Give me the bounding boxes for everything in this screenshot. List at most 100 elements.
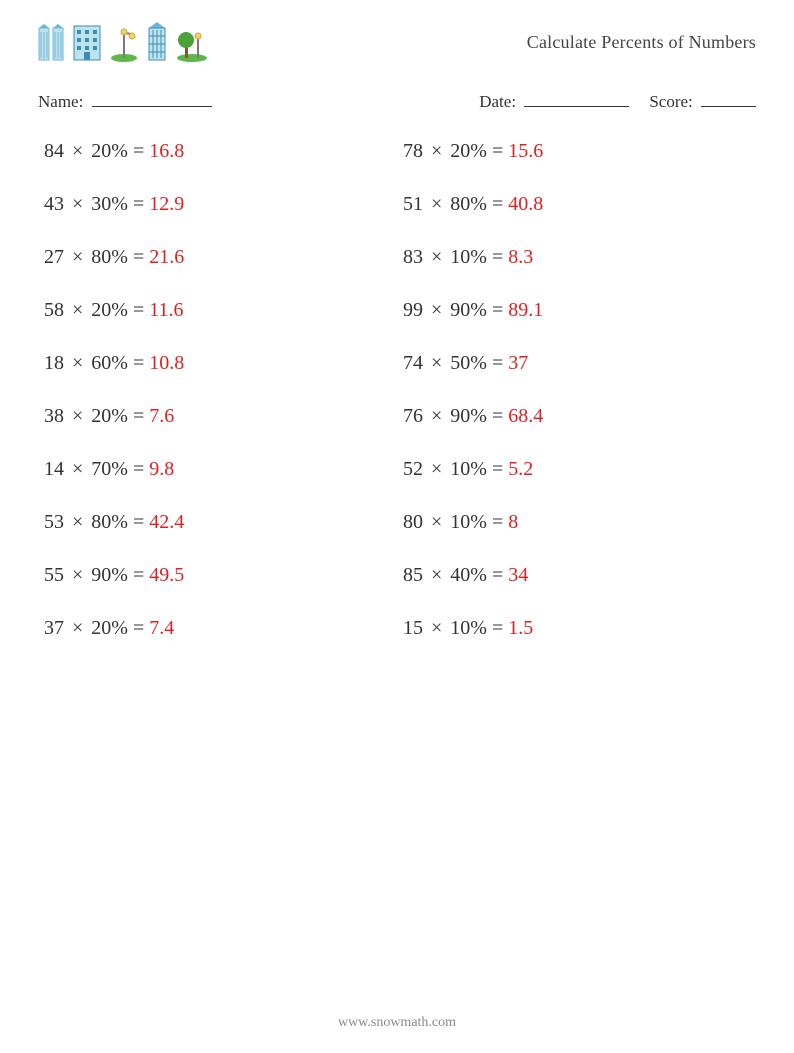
operand-n: 51 (403, 193, 423, 215)
problem-item: 58 × 20% = 11.6 (38, 299, 397, 322)
equals-sign: = (128, 246, 149, 268)
problem-item: 74 × 50% = 37 (397, 352, 756, 375)
times-sign: × (423, 193, 450, 215)
problem-item: 43 × 30% = 12.9 (38, 193, 397, 216)
answer-value: 89.1 (508, 299, 543, 321)
answer-value: 9.8 (149, 458, 174, 480)
operand-percent: 10% (450, 246, 487, 268)
operand-percent: 10% (450, 458, 487, 480)
equals-sign: = (487, 564, 508, 586)
operand-percent: 10% (450, 511, 487, 533)
answer-value: 11.6 (149, 299, 183, 321)
answer-value: 7.6 (149, 405, 174, 427)
tree-icon (176, 24, 208, 62)
date-field: Date: (479, 88, 629, 112)
operand-n: 53 (44, 511, 64, 533)
problem-item: 38 × 20% = 7.6 (38, 405, 397, 428)
problem-item: 55 × 90% = 49.5 (38, 564, 397, 587)
times-sign: × (423, 511, 450, 533)
times-sign: × (423, 299, 450, 321)
answer-value: 5.2 (508, 458, 533, 480)
times-sign: × (64, 511, 91, 533)
times-sign: × (64, 193, 91, 215)
operand-n: 38 (44, 405, 64, 427)
times-sign: × (423, 617, 450, 639)
times-sign: × (64, 352, 91, 374)
operand-percent: 20% (91, 140, 128, 162)
times-sign: × (423, 246, 450, 268)
operand-n: 83 (403, 246, 423, 268)
operand-percent: 90% (450, 405, 487, 427)
operand-percent: 90% (450, 299, 487, 321)
problem-item: 78 × 20% = 15.6 (397, 140, 756, 163)
answer-value: 16.8 (149, 140, 184, 162)
info-row: Name: Date: Score: (38, 88, 756, 112)
date-label: Date: (479, 92, 516, 111)
header-icon-strip (38, 22, 208, 62)
operand-percent: 80% (91, 511, 128, 533)
times-sign: × (423, 140, 450, 162)
equals-sign: = (128, 193, 149, 215)
equals-sign: = (487, 511, 508, 533)
problem-item: 84 × 20% = 16.8 (38, 140, 397, 163)
equals-sign: = (487, 405, 508, 427)
operand-n: 52 (403, 458, 423, 480)
equals-sign: = (128, 299, 149, 321)
equals-sign: = (128, 617, 149, 639)
answer-value: 34 (508, 564, 528, 586)
operand-n: 76 (403, 405, 423, 427)
problem-item: 18 × 60% = 10.8 (38, 352, 397, 375)
equals-sign: = (128, 458, 149, 480)
answer-value: 37 (508, 352, 528, 374)
problem-item: 27 × 80% = 21.6 (38, 246, 397, 269)
operand-percent: 20% (91, 299, 128, 321)
operand-n: 15 (403, 617, 423, 639)
answer-value: 1.5 (508, 617, 533, 639)
score-field: Score: (649, 88, 756, 112)
header: Calculate Percents of Numbers (38, 18, 756, 66)
times-sign: × (64, 564, 91, 586)
answer-value: 7.4 (149, 617, 174, 639)
operand-percent: 20% (91, 617, 128, 639)
answer-value: 10.8 (149, 352, 184, 374)
office-building-icon (72, 24, 102, 62)
operand-percent: 80% (450, 193, 487, 215)
equals-sign: = (128, 352, 149, 374)
times-sign: × (423, 405, 450, 427)
operand-percent: 50% (450, 352, 487, 374)
equals-sign: = (128, 564, 149, 586)
problem-item: 83 × 10% = 8.3 (397, 246, 756, 269)
name-blank[interactable] (92, 88, 212, 107)
equals-sign: = (128, 405, 149, 427)
page-title: Calculate Percents of Numbers (527, 32, 756, 53)
equals-sign: = (487, 246, 508, 268)
answer-value: 8 (508, 511, 518, 533)
name-field: Name: (38, 88, 212, 112)
times-sign: × (64, 617, 91, 639)
operand-percent: 90% (91, 564, 128, 586)
problem-item: 15 × 10% = 1.5 (397, 617, 756, 640)
equals-sign: = (487, 193, 508, 215)
date-blank[interactable] (524, 88, 629, 107)
tall-building-icon (146, 22, 168, 62)
times-sign: × (423, 564, 450, 586)
problem-item: 76 × 90% = 68.4 (397, 405, 756, 428)
operand-n: 27 (44, 246, 64, 268)
operand-n: 14 (44, 458, 64, 480)
times-sign: × (64, 458, 91, 480)
name-label: Name: (38, 92, 83, 111)
score-blank[interactable] (701, 88, 756, 107)
footer-url: www.snowmath.com (0, 1015, 794, 1031)
answer-value: 21.6 (149, 246, 184, 268)
times-sign: × (423, 458, 450, 480)
operand-n: 55 (44, 564, 64, 586)
equals-sign: = (487, 352, 508, 374)
operand-n: 78 (403, 140, 423, 162)
operand-n: 99 (403, 299, 423, 321)
equals-sign: = (487, 617, 508, 639)
answer-value: 12.9 (149, 193, 184, 215)
times-sign: × (64, 299, 91, 321)
operand-percent: 20% (450, 140, 487, 162)
operand-percent: 20% (91, 405, 128, 427)
worksheet-page: Calculate Percents of Numbers Name: Date… (0, 0, 794, 1053)
